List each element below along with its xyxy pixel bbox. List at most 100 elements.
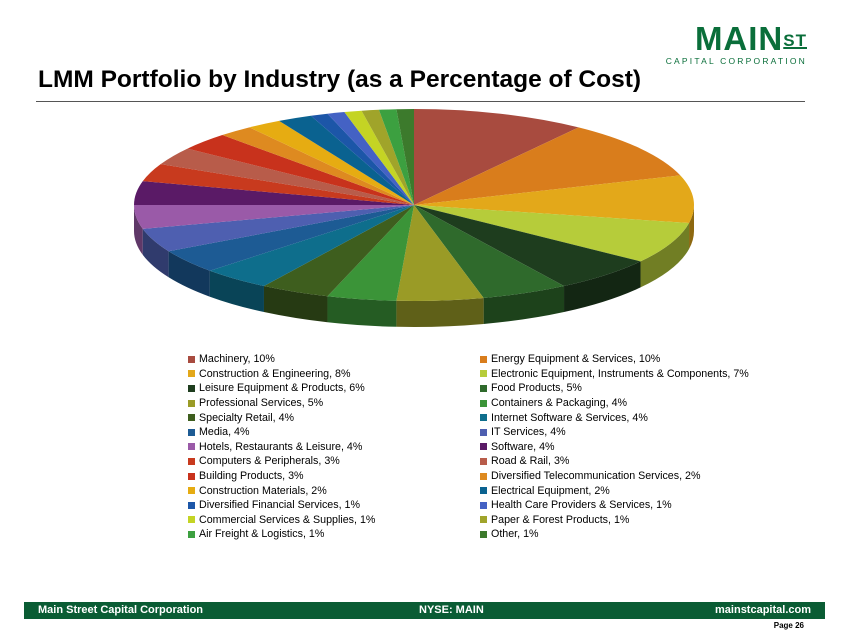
pie-slice-side bbox=[327, 296, 397, 327]
legend-label: Food Products, 5% bbox=[491, 382, 582, 395]
legend-item: Energy Equipment & Services, 10% bbox=[480, 352, 778, 367]
legend-label: Air Freight & Logistics, 1% bbox=[199, 528, 325, 541]
pie-chart bbox=[134, 109, 694, 327]
legend-label: Electrical Equipment, 2% bbox=[491, 484, 610, 497]
legend-swatch bbox=[480, 487, 487, 495]
legend-swatch bbox=[480, 530, 487, 538]
pie-slice bbox=[396, 205, 484, 301]
legend-item: Road & Rail, 3% bbox=[480, 454, 778, 469]
legend-item: Professional Services, 5% bbox=[188, 396, 480, 411]
legend-item: Construction & Engineering, 8% bbox=[188, 367, 480, 382]
legend-label: Health Care Providers & Services, 1% bbox=[491, 499, 672, 512]
legend-swatch bbox=[480, 355, 487, 363]
legend-swatch bbox=[188, 487, 195, 495]
pie-slice bbox=[414, 205, 565, 298]
pie-slice bbox=[414, 109, 579, 205]
legend-swatch bbox=[188, 414, 195, 422]
legend-label: Construction & Engineering, 8% bbox=[199, 367, 351, 380]
pie-slice bbox=[160, 148, 414, 205]
logo-wordmark: MAINST bbox=[647, 22, 807, 56]
footer-bar: Main Street Capital Corporation NYSE: MA… bbox=[24, 602, 825, 619]
pie-slice bbox=[361, 109, 414, 205]
pie-slice-side bbox=[483, 286, 565, 324]
legend-swatch bbox=[480, 516, 487, 524]
pie-slice-side bbox=[564, 261, 641, 313]
pie-slice bbox=[414, 205, 641, 287]
pie-slice bbox=[396, 109, 414, 205]
legend-swatch bbox=[480, 370, 487, 378]
legend-label: Containers & Packaging, 4% bbox=[491, 397, 628, 410]
legend-label: Specialty Retail, 4% bbox=[199, 411, 295, 424]
pie-slice bbox=[414, 205, 690, 262]
pie-slice bbox=[344, 110, 414, 205]
pie-slice bbox=[142, 164, 414, 205]
pie-slice bbox=[187, 135, 414, 205]
pie-slice-side bbox=[263, 286, 328, 323]
page-title: LMM Portfolio by Industry (as a Percenta… bbox=[38, 66, 642, 93]
legend-label: Leisure Equipment & Products, 6% bbox=[199, 382, 365, 395]
legend-swatch bbox=[188, 384, 195, 392]
legend-swatch bbox=[480, 414, 487, 422]
legend-label: Energy Equipment & Services, 10% bbox=[491, 353, 661, 366]
pie-slice bbox=[378, 109, 414, 205]
pie-slice-side bbox=[168, 251, 210, 297]
pie-slice bbox=[249, 120, 414, 205]
legend-swatch bbox=[480, 384, 487, 392]
pie-slice bbox=[414, 127, 681, 205]
legend-swatch bbox=[188, 501, 195, 509]
legend-swatch bbox=[480, 443, 487, 451]
legend-item: Air Freight & Logistics, 1% bbox=[188, 527, 480, 542]
legend-swatch bbox=[188, 399, 195, 407]
legend-item: Hotels, Restaurants & Leisure, 4% bbox=[188, 440, 480, 455]
legend-label: Computers & Peripherals, 3% bbox=[199, 455, 340, 468]
legend-swatch bbox=[188, 428, 195, 436]
legend-swatch bbox=[188, 516, 195, 524]
legend-item: Food Products, 5% bbox=[480, 381, 778, 396]
chart-legend: Machinery, 10% Energy Equipment & Service… bbox=[188, 352, 778, 542]
legend-label: Machinery, 10% bbox=[199, 353, 275, 366]
logo-subtitle: CAPITAL CORPORATION bbox=[665, 56, 807, 66]
pie-slice bbox=[222, 127, 414, 205]
legend-item: Internet Software & Services, 4% bbox=[480, 410, 778, 425]
legend-label: Diversified Telecommunication Services, … bbox=[491, 470, 701, 483]
legend-label: Building Products, 3% bbox=[199, 470, 304, 483]
legend-label: Media, 4% bbox=[199, 426, 250, 439]
legend-item: Containers & Packaging, 4% bbox=[480, 396, 778, 411]
pie-slice bbox=[134, 181, 414, 205]
legend-swatch bbox=[188, 355, 195, 363]
legend-label: Diversified Financial Services, 1% bbox=[199, 499, 360, 512]
legend-label: Internet Software & Services, 4% bbox=[491, 411, 648, 424]
legend-item: Media, 4% bbox=[188, 425, 480, 440]
legend-item: Specialty Retail, 4% bbox=[188, 410, 480, 425]
pie-slice bbox=[142, 205, 414, 252]
legend-item: Electrical Equipment, 2% bbox=[480, 483, 778, 498]
pie-slice-side bbox=[134, 205, 143, 255]
legend-label: Paper & Forest Products, 1% bbox=[491, 513, 630, 526]
legend-item: Computers & Peripherals, 3% bbox=[188, 454, 480, 469]
legend-label: Other, 1% bbox=[491, 528, 539, 541]
legend-item: Other, 1% bbox=[480, 527, 778, 542]
title-divider bbox=[36, 101, 805, 102]
legend-item: Diversified Financial Services, 1% bbox=[188, 498, 480, 513]
legend-item: Construction Materials, 2% bbox=[188, 483, 480, 498]
footer-website[interactable]: mainstcapital.com bbox=[715, 604, 811, 616]
legend-swatch bbox=[480, 399, 487, 407]
pie-slice bbox=[134, 205, 414, 229]
legend-swatch bbox=[188, 370, 195, 378]
pie-slice-side bbox=[209, 270, 264, 313]
legend-item: Diversified Telecommunication Services, … bbox=[480, 469, 778, 484]
legend-label: Construction Materials, 2% bbox=[199, 484, 327, 497]
pie-slice-side bbox=[689, 205, 694, 249]
legend-label: Hotels, Restaurants & Leisure, 4% bbox=[199, 440, 363, 453]
legend-swatch bbox=[188, 472, 195, 480]
legend-item: Commercial Services & Supplies, 1% bbox=[188, 513, 480, 528]
pie-slice-side bbox=[640, 222, 690, 288]
logo-main-text: MAIN bbox=[694, 20, 784, 57]
legend-swatch bbox=[480, 501, 487, 509]
legend-label: IT Services, 4% bbox=[491, 426, 566, 439]
footer-ticker: NYSE: MAIN bbox=[419, 604, 484, 616]
pie-slice bbox=[327, 112, 414, 205]
legend-label: Professional Services, 5% bbox=[199, 397, 324, 410]
legend-label: Electronic Equipment, Instruments & Comp… bbox=[491, 367, 749, 380]
pie-slice bbox=[279, 115, 414, 205]
